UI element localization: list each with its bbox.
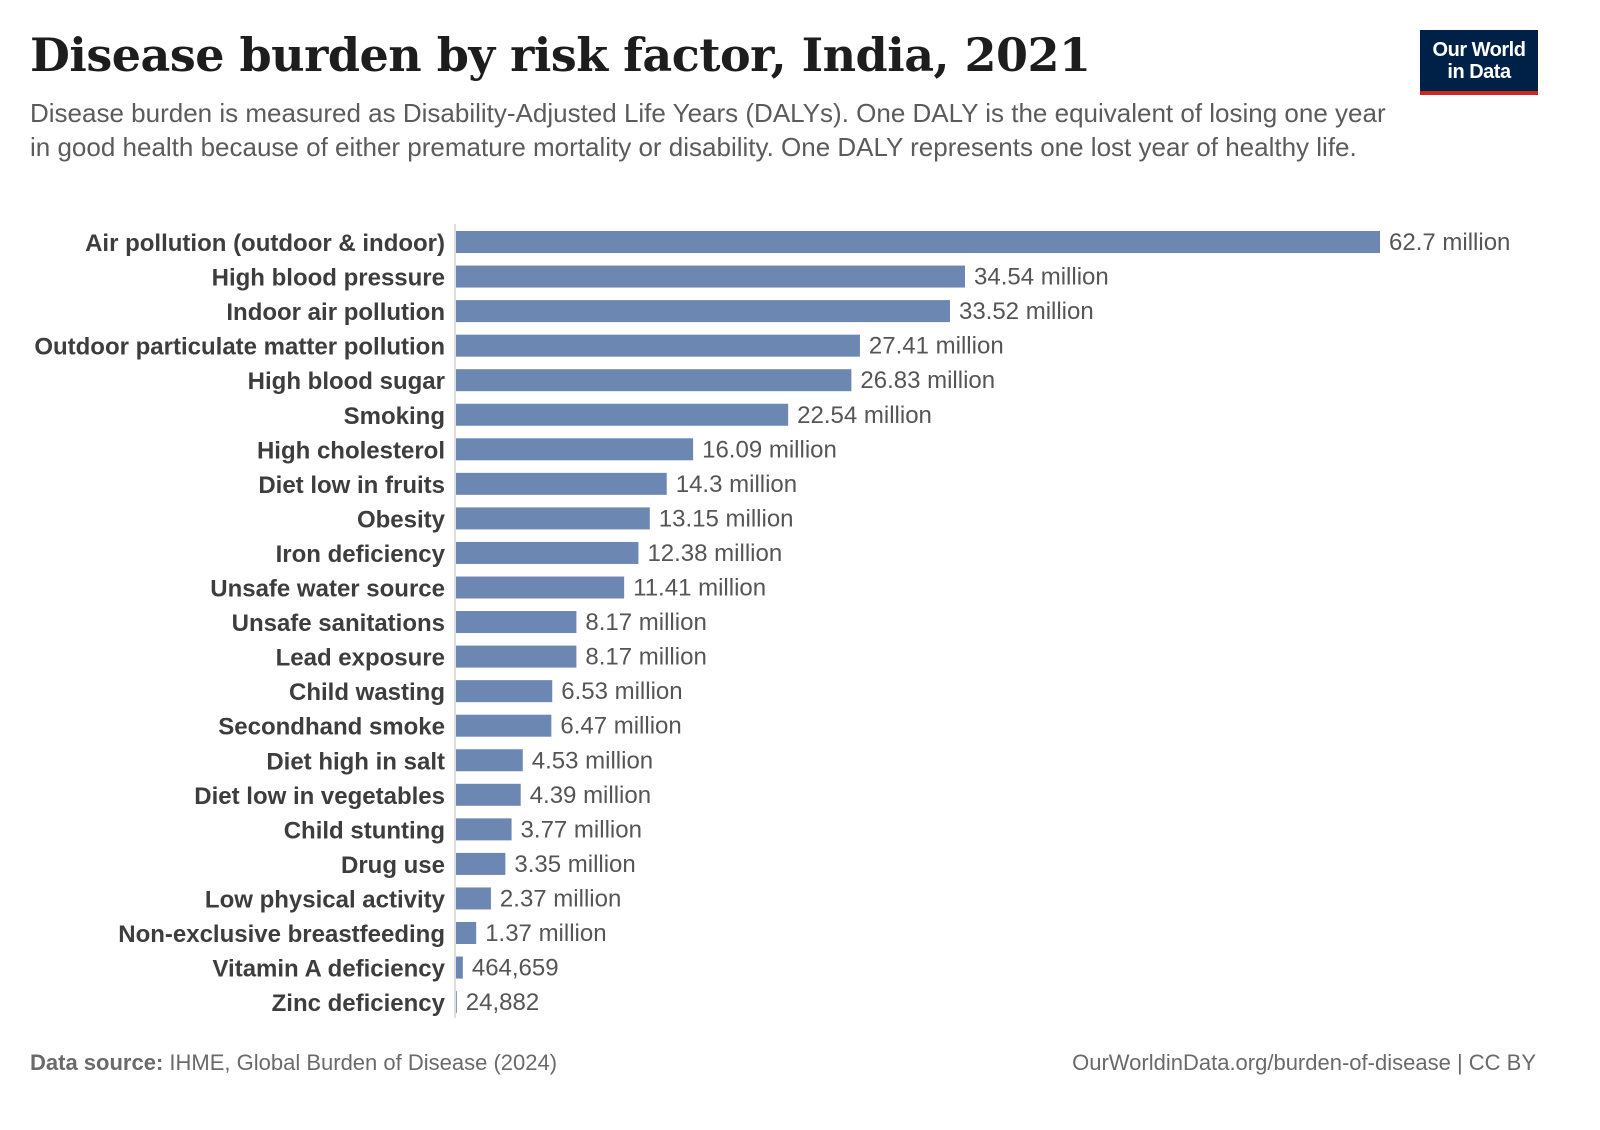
category-label: Air pollution (outdoor & indoor): [85, 230, 445, 257]
category-label: Iron deficiency: [276, 541, 446, 568]
bar[interactable]: [456, 783, 521, 806]
license-text: | CC BY: [1456, 1050, 1536, 1075]
chart-subtitle: Disease burden is measured as Disability…: [30, 98, 1386, 162]
value-label: 27.41 million: [869, 333, 1004, 360]
value-label: 6.53 million: [561, 678, 682, 705]
data-source: Data source: IHME, Global Burden of Dise…: [30, 1050, 557, 1076]
bar[interactable]: [456, 541, 639, 564]
value-label: 8.17 million: [585, 609, 706, 636]
category-label: Vitamin A deficiency: [212, 956, 445, 983]
category-label: Outdoor particulate matter pollution: [34, 334, 445, 361]
value-label: 62.7 million: [1389, 229, 1510, 256]
logo-line-2: in Data: [1447, 60, 1511, 83]
value-label: 3.35 million: [514, 851, 635, 878]
bar[interactable]: [456, 300, 950, 323]
category-label: Unsafe water source: [210, 576, 445, 603]
value-label: 14.3 million: [676, 471, 797, 498]
category-label: Zinc deficiency: [272, 990, 446, 1017]
bar[interactable]: [456, 818, 512, 841]
value-label: 34.54 million: [974, 264, 1109, 291]
category-label: Drug use: [341, 852, 445, 879]
value-label: 1.37 million: [485, 920, 606, 947]
category-label: Indoor air pollution: [226, 299, 445, 326]
category-label: Secondhand smoke: [218, 714, 445, 741]
bar[interactable]: [456, 334, 860, 357]
bar[interactable]: [456, 991, 457, 1014]
value-label: 33.52 million: [959, 298, 1094, 325]
category-label: High cholesterol: [257, 437, 445, 464]
category-label: Unsafe sanitations: [232, 610, 445, 637]
category-label: High blood sugar: [248, 368, 445, 395]
value-label: 4.39 million: [530, 782, 651, 809]
category-label: Lead exposure: [276, 645, 445, 672]
chart-title: Disease burden by risk factor, India, 20…: [30, 28, 1091, 82]
bar[interactable]: [456, 680, 553, 703]
bar[interactable]: [456, 231, 1380, 253]
data-source-text: IHME, Global Burden of Disease (2024): [169, 1050, 558, 1075]
value-label: 24,882: [466, 989, 539, 1016]
category-label: Diet high in salt: [266, 748, 445, 775]
category-label: Low physical activity: [205, 886, 446, 913]
bar[interactable]: [456, 576, 625, 599]
category-label: Diet low in fruits: [258, 472, 445, 499]
category-label: Smoking: [344, 403, 445, 430]
category-label: Child wasting: [289, 679, 445, 706]
category-label: Child stunting: [284, 817, 445, 844]
bar[interactable]: [456, 265, 966, 288]
value-label: 8.17 million: [585, 644, 706, 671]
category-label: Obesity: [357, 506, 446, 533]
value-label: 6.47 million: [560, 713, 681, 740]
category-label: High blood pressure: [212, 265, 445, 292]
bar[interactable]: [456, 749, 523, 772]
value-label: 464,659: [472, 955, 559, 982]
bar[interactable]: [456, 714, 552, 737]
footer-credits: OurWorldinData.org/burden-of-disease | C…: [1072, 1050, 1536, 1076]
data-source-label: Data source:: [30, 1050, 164, 1075]
value-label: 4.53 million: [532, 747, 653, 774]
bar[interactable]: [456, 403, 789, 426]
bar[interactable]: [456, 369, 852, 392]
bar[interactable]: [456, 956, 463, 979]
logo-line-1: Our World: [1432, 38, 1526, 61]
bar[interactable]: [456, 611, 577, 634]
value-label: 13.15 million: [659, 505, 794, 532]
value-label: 11.41 million: [633, 575, 766, 602]
source-url-link[interactable]: OurWorldinData.org/burden-of-disease: [1072, 1050, 1451, 1075]
value-label: 3.77 million: [521, 816, 642, 843]
value-label: 2.37 million: [500, 885, 621, 912]
value-label: 22.54 million: [797, 402, 932, 429]
value-label: 26.83 million: [860, 367, 995, 394]
owid-logo[interactable]: Our World in Data: [1420, 30, 1538, 95]
bar[interactable]: [456, 645, 577, 668]
bar[interactable]: [456, 852, 506, 875]
bar[interactable]: [456, 507, 650, 530]
bar[interactable]: [456, 438, 694, 461]
value-label: 16.09 million: [702, 436, 837, 463]
category-label: Diet low in vegetables: [194, 783, 445, 810]
bar[interactable]: [456, 472, 667, 495]
bar[interactable]: [456, 922, 477, 944]
bar[interactable]: [456, 887, 491, 910]
value-label: 12.38 million: [647, 540, 782, 567]
category-label: Non-exclusive breastfeeding: [118, 921, 445, 948]
